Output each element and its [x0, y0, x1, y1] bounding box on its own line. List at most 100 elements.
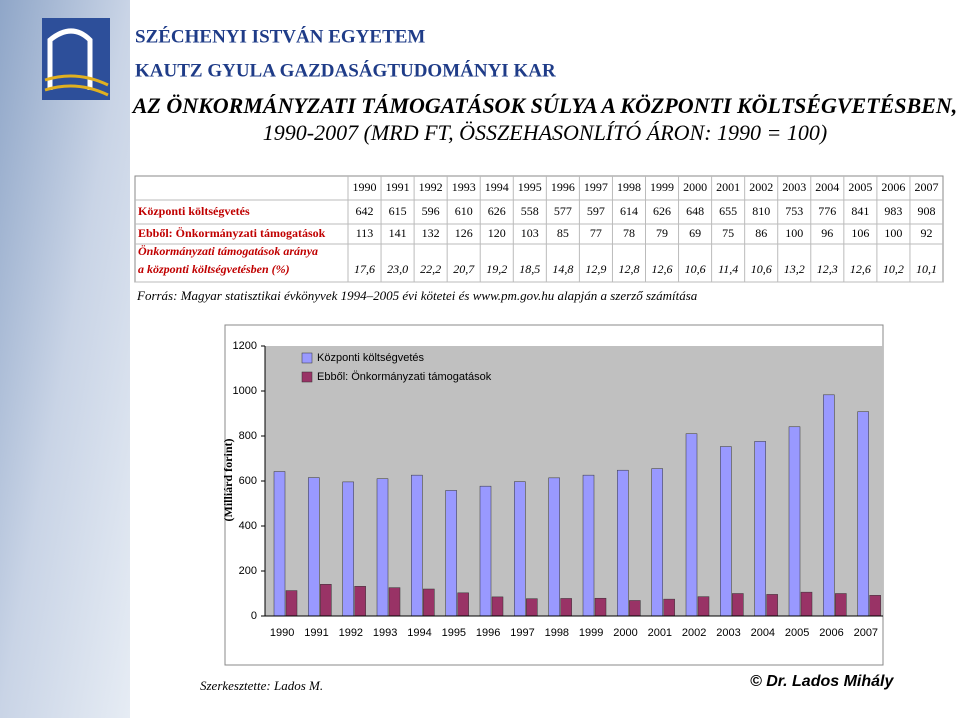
x-tick-label: 2001 [648, 627, 672, 639]
bar [697, 596, 710, 617]
bar [732, 593, 744, 617]
x-tick-label: 2002 [682, 627, 706, 639]
table-year: 1997 [584, 180, 608, 194]
table-ratio: 20,7 [453, 262, 475, 276]
legend-label: Ebből: Önkormányzati támogatások [317, 371, 492, 383]
bar [445, 490, 457, 617]
bar [479, 485, 492, 617]
table-value: 558 [521, 204, 539, 218]
table-value: 615 [389, 204, 407, 218]
table-value: 106 [851, 226, 869, 240]
bar [800, 591, 813, 617]
title: AZ ÖNKORMÁNYZATI TÁMOGATÁSOK SÚLYA A KÖZ… [131, 93, 958, 118]
table-ratio: 10,1 [916, 262, 937, 276]
table-ratio: 23,0 [387, 262, 408, 276]
bar [388, 587, 401, 617]
x-tick-label: 1996 [476, 627, 500, 639]
bar [526, 598, 538, 617]
table-value: 648 [686, 204, 704, 218]
x-tick-label: 2005 [785, 627, 809, 639]
table-ratio: 12,6 [850, 262, 871, 276]
table-row-label: a központi költségvetésben (%) [138, 262, 290, 276]
table-value: 96 [821, 226, 833, 240]
table-value: 753 [785, 204, 803, 218]
bar [285, 590, 298, 617]
table-year: 1994 [485, 180, 509, 194]
bar [423, 588, 435, 617]
x-tick-label: 1994 [407, 627, 431, 639]
x-tick-label: 1995 [442, 627, 466, 639]
bar [651, 468, 663, 617]
table-value: 776 [818, 204, 836, 218]
x-tick-label: 1992 [339, 627, 363, 639]
table-ratio: 10,6 [751, 262, 772, 276]
table-ratio: 12,8 [618, 262, 639, 276]
y-axis-label: (Milliárd forint) [221, 439, 235, 522]
table-value: 626 [488, 204, 506, 218]
table-value: 597 [587, 204, 605, 218]
table-year: 1991 [386, 180, 410, 194]
table-ratio: 12,6 [652, 262, 673, 276]
table-year: 1993 [452, 180, 476, 194]
y-tick-label: 0 [251, 610, 257, 622]
y-tick-label: 800 [239, 430, 257, 442]
table-value: 78 [623, 226, 635, 240]
table-value: 577 [554, 204, 572, 218]
bar [754, 441, 766, 617]
copyright: © Dr. Lados Mihály [750, 673, 894, 690]
y-tick-label: 1200 [233, 340, 257, 352]
table-year: 2000 [683, 180, 707, 194]
table-ratio: 12,3 [817, 262, 838, 276]
x-tick-label: 1999 [579, 627, 603, 639]
bar [823, 394, 835, 617]
x-tick-label: 1993 [373, 627, 397, 639]
table-value: 983 [884, 204, 902, 218]
x-tick-label: 2000 [613, 627, 637, 639]
table-value: 69 [689, 226, 701, 240]
table-value: 908 [917, 204, 935, 218]
bar [617, 469, 629, 617]
bar [491, 596, 504, 617]
bar [457, 592, 469, 617]
table-value: 100 [884, 226, 902, 240]
table-value: 103 [521, 226, 539, 240]
editor: Szerkesztette: Lados M. [200, 678, 323, 693]
bar [411, 474, 423, 617]
x-tick-label: 1997 [510, 627, 534, 639]
bar [629, 600, 641, 617]
table-value: 655 [719, 204, 737, 218]
table-ratio: 12,9 [585, 262, 606, 276]
x-tick-label: 2003 [716, 627, 740, 639]
bar [320, 584, 332, 617]
bar [766, 594, 778, 617]
table-year: 1999 [650, 180, 674, 194]
background-strip [0, 0, 130, 718]
bar [354, 586, 366, 617]
faculty: KAUTZ GYULA GAZDASÁGTUDOMÁNYI KAR [135, 59, 556, 81]
university: SZÉCHENYI ISTVÁN EGYETEM [135, 25, 425, 47]
table-year: 1995 [518, 180, 542, 194]
bar [376, 478, 389, 617]
table-ratio: 17,6 [354, 262, 375, 276]
bar [685, 433, 698, 617]
source: Forrás: Magyar statisztikai évkönyvek 19… [136, 288, 698, 303]
plot-area [265, 346, 883, 616]
table-ratio: 22,2 [420, 262, 441, 276]
table-ratio: 10,6 [685, 262, 706, 276]
table-row-label: Ebből: Önkormányzati támogatások [138, 226, 326, 240]
table-value: 626 [653, 204, 671, 218]
table-year: 2007 [914, 180, 938, 194]
y-tick-label: 600 [239, 475, 257, 487]
table-year: 2003 [782, 180, 806, 194]
table-year: 1996 [551, 180, 575, 194]
legend-swatch [301, 352, 313, 364]
bar [514, 481, 526, 617]
x-tick-label: 2004 [751, 627, 775, 639]
table-value: 75 [722, 226, 734, 240]
table-value: 642 [356, 204, 374, 218]
table-value: 120 [488, 226, 506, 240]
table-value: 113 [356, 226, 374, 240]
bar [788, 426, 801, 617]
